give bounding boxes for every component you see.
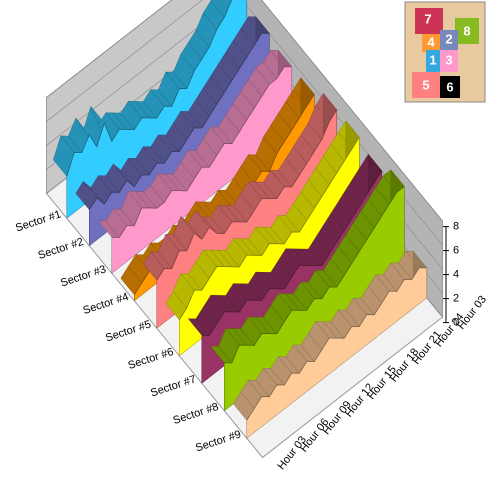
- map-label: 8: [463, 23, 470, 38]
- ribbon-line: [88, 32, 270, 211]
- y-tick-label: 0: [453, 317, 459, 329]
- ribbon-top: [210, 0, 232, 18]
- ribbon-line: [201, 170, 383, 336]
- series-label: Sector #8: [172, 401, 220, 427]
- map-label: 7: [424, 11, 431, 26]
- y-tick-label: 8: [453, 221, 459, 233]
- map-region: [415, 8, 443, 34]
- series-label: Sector #6: [127, 346, 175, 372]
- map-region: [440, 50, 458, 72]
- map-label: 5: [422, 77, 429, 92]
- map-label: 3: [445, 52, 452, 67]
- y-tick-label: 2: [453, 293, 459, 305]
- ribbon-line: [156, 109, 338, 281]
- map-region: [412, 72, 440, 98]
- map-region: [426, 50, 440, 72]
- series-label: Sector #5: [104, 318, 152, 344]
- ribbon-line: [224, 186, 405, 364]
- grid-line: [46, 0, 443, 222]
- x-tick-label: Hour 03: [455, 294, 489, 332]
- y-tick-label: 6: [453, 245, 459, 257]
- ribbon-line: [246, 267, 427, 421]
- series-label: Sector #2: [37, 236, 85, 262]
- map-region: [440, 30, 458, 50]
- map-region: [440, 76, 460, 98]
- map-label: 4: [427, 34, 435, 49]
- ribbon-line: [66, 0, 240, 177]
- series-label: Sector #4: [82, 291, 130, 317]
- y-tick-label: 4: [453, 269, 459, 281]
- ribbon-line: [178, 137, 360, 321]
- series-label: Sector #1: [14, 208, 62, 234]
- series-label: Sector #3: [59, 263, 107, 289]
- series-label: Sector #7: [149, 373, 197, 399]
- map-label: 2: [445, 31, 452, 46]
- ribbon-line: [111, 66, 292, 238]
- inset-map: 7 8 4 2 1 3 5 6: [404, 1, 486, 103]
- map-region: [422, 34, 440, 52]
- map-label: 1: [429, 52, 436, 67]
- map-region: [455, 18, 479, 44]
- map-label: 6: [446, 79, 453, 94]
- series-label: Sector #9: [194, 428, 242, 454]
